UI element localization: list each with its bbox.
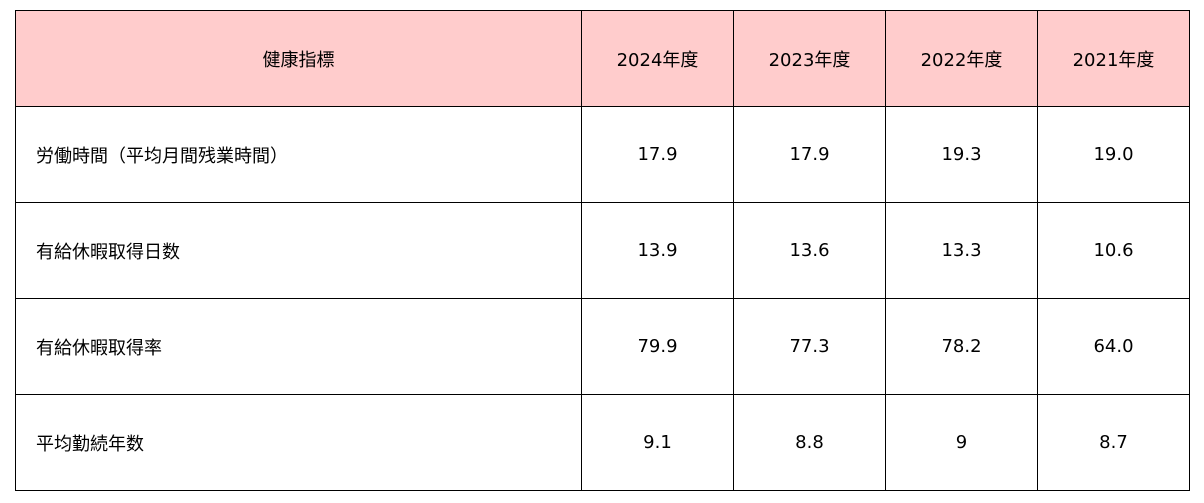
value-cell: 19.0 (1037, 106, 1190, 203)
value-cell: 79.9 (581, 298, 734, 395)
header-cell: 2024年度 (581, 10, 734, 107)
value-cell: 17.9 (581, 106, 734, 203)
row-label: 労働時間（平均月間残業時間） (15, 106, 582, 203)
value-cell: 9.1 (581, 394, 734, 491)
row-label: 有給休暇取得日数 (15, 202, 582, 299)
table-row: 労働時間（平均月間残業時間） 17.9 17.9 19.3 19.0 (15, 106, 1190, 203)
row-label: 有給休暇取得率 (15, 298, 582, 395)
value-cell: 78.2 (885, 298, 1038, 395)
value-cell: 8.7 (1037, 394, 1190, 491)
header-row: 健康指標 2024年度 2023年度 2022年度 2021年度 (15, 10, 1190, 107)
value-cell: 17.9 (733, 106, 886, 203)
row-label: 平均勤続年数 (15, 394, 582, 491)
value-cell: 13.3 (885, 202, 1038, 299)
health-table: 健康指標 2024年度 2023年度 2022年度 2021年度 労働時間（平均月間残業… (15, 10, 1190, 491)
value-cell: 64.0 (1037, 298, 1190, 395)
table-row: 平均勤続年数 9.1 8.8 9 8.7 (15, 394, 1190, 491)
value-cell: 9 (885, 394, 1038, 491)
header-cell: 2022年度 (885, 10, 1038, 107)
table-row: 有給休暇取得日数 13.9 13.6 13.3 10.6 (15, 202, 1190, 299)
header-cell: 2021年度 (1037, 10, 1190, 107)
value-cell: 13.9 (581, 202, 734, 299)
value-cell: 13.6 (733, 202, 886, 299)
value-cell: 19.3 (885, 106, 1038, 203)
table-body: 労働時間（平均月間残業時間） 17.9 17.9 19.3 19.0 有給休暇取得日数 13… (15, 106, 1190, 491)
value-cell: 77.3 (733, 298, 886, 395)
table-row: 有給休暇取得率 79.9 77.3 78.2 64.0 (15, 298, 1190, 395)
header-cell: 2023年度 (733, 10, 886, 107)
value-cell: 10.6 (1037, 202, 1190, 299)
value-cell: 8.8 (733, 394, 886, 491)
header-cell: 健康指標 (15, 10, 582, 107)
